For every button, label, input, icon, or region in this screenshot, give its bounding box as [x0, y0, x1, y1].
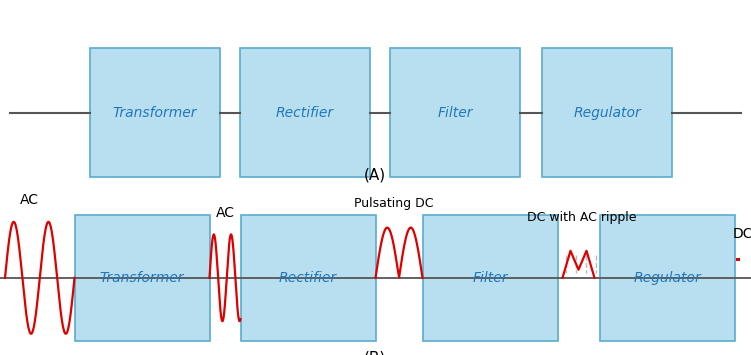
Text: Rectifier: Rectifier [276, 106, 334, 120]
Text: Filter: Filter [437, 106, 472, 120]
Text: (A): (A) [364, 168, 386, 183]
Text: Pulsating DC: Pulsating DC [354, 197, 434, 210]
Bar [240, 48, 370, 178]
Text: Rectifier: Rectifier [279, 271, 337, 285]
Bar [90, 48, 220, 178]
Text: Transformer: Transformer [113, 106, 198, 120]
Text: AC: AC [216, 206, 234, 220]
Bar [74, 215, 210, 340]
Text: Transformer: Transformer [100, 271, 184, 285]
Text: (B): (B) [364, 350, 386, 355]
Bar [390, 48, 520, 178]
Bar [542, 48, 672, 178]
Text: DC: DC [733, 227, 751, 241]
Text: DC with AC ripple: DC with AC ripple [527, 211, 637, 224]
Text: Regulator: Regulator [633, 271, 701, 285]
Text: Regulator: Regulator [573, 106, 641, 120]
Text: AC: AC [20, 193, 39, 207]
Text: Filter: Filter [472, 271, 508, 285]
Bar [599, 215, 734, 340]
Bar [423, 215, 557, 340]
Bar [240, 215, 376, 340]
